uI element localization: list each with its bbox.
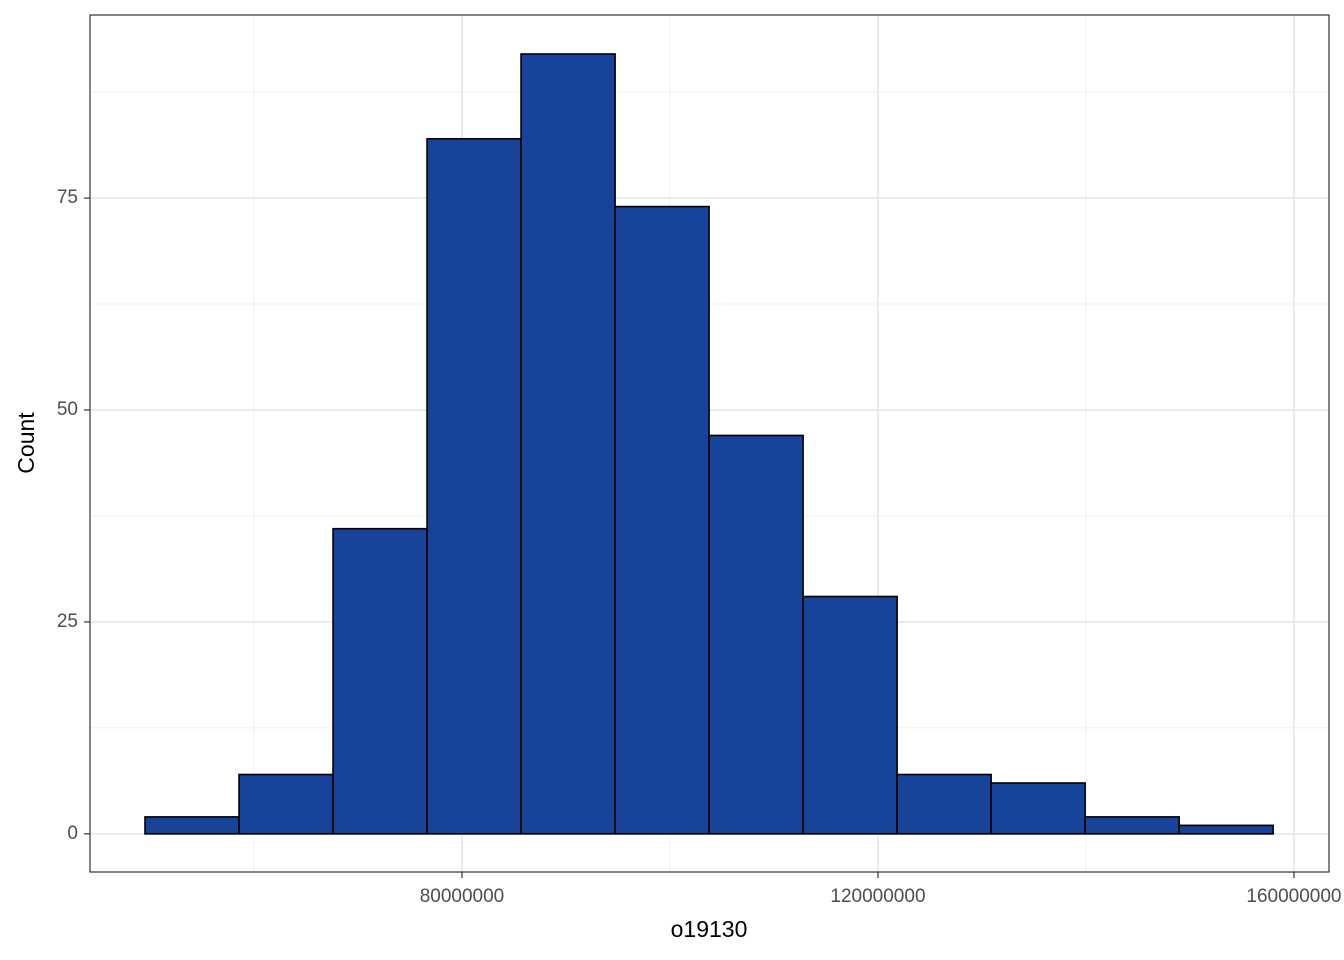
y-tick-label: 75 [57,187,78,208]
y-tick-label: 0 [67,823,78,844]
x-tick-label: 160000000 [1246,886,1341,907]
x-tick-label: 80000000 [420,886,505,907]
bar [426,137,522,835]
bar [614,205,710,835]
bars [144,53,1274,835]
y-tick-label: 25 [57,611,78,632]
panel-border [89,14,1330,873]
bar [332,527,428,835]
bar [990,782,1086,835]
bar [144,816,240,835]
x-tick-label: 120000000 [830,886,925,907]
axes: 0 25 50 75 80000000 120000000 160000000 [57,187,1342,907]
x-axis-title: o19130 [671,916,748,942]
bar [708,434,804,835]
bar [1178,824,1274,835]
bar [1084,816,1180,835]
bar [802,595,898,835]
bar [238,773,334,835]
y-tick-label: 50 [57,399,78,420]
bar [896,773,992,835]
y-axis-title: Count [13,412,39,474]
bar [520,53,616,835]
